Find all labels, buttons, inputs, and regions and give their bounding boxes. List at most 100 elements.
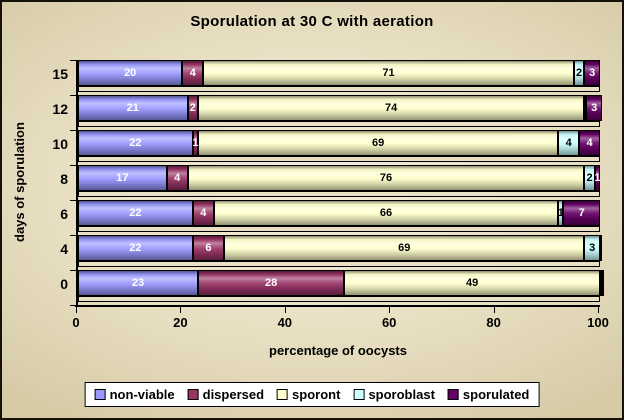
bar-segment-value: 69 [372,136,385,149]
bar-segment-value: 1 [594,171,601,184]
y-tick-label: 15 [52,66,68,82]
x-tick-label: 100 [587,315,609,330]
bar-segment-sporont: 49 [344,270,600,296]
y-tick-label: 4 [60,241,68,257]
bar-segment-sporoblast: 4 [558,130,580,156]
y-axis-tick [70,305,76,306]
legend-label: non-viable [109,387,175,402]
bar-platform [78,226,600,232]
bar-segment-sporont: 69 [224,235,585,261]
x-tick-label: 0 [72,315,80,330]
bar-segment-dispersed: 4 [192,200,214,226]
bar-platform [78,296,600,302]
legend: non-viable dispersed sporont sporoblast spor… [84,382,540,407]
bar-segment-sporulated: 1 [594,165,601,191]
bar-segment-sporoblast [599,270,602,296]
y-axis-tick [70,235,76,236]
x-axis-tick [493,307,495,313]
bar-segment-non-viable: 21 [78,95,188,121]
legend-item-sporoblast: sporoblast [353,387,435,402]
bar-segment-sporont: 71 [203,60,574,86]
bar-segment-value: 21 [126,101,139,114]
stacked-bar: 22 4 66 1 7 [78,200,600,226]
bar-platform [78,191,600,197]
bar-segment-value: 66 [379,206,393,219]
bar-segment-non-viable: 22 [78,235,193,261]
y-axis-line [76,60,78,307]
legend-swatch-icon [94,389,106,400]
x-tick-label: 20 [173,315,188,330]
legend-label: sporont [292,387,341,402]
legend-item-sporulated: sporulated [447,387,530,402]
y-axis-tick [70,270,76,271]
bar-segment-dispersed: 2 [187,95,199,121]
bar-segment-value: 2 [576,66,583,79]
bar-segment-non-viable: 23 [78,270,199,296]
stacked-bar: 22 6 69 3 [78,235,602,261]
bar-segment-value: 22 [129,241,142,254]
bar-segment-value: 3 [591,101,598,114]
x-axis-line [75,305,600,307]
bar-segment-value: 20 [124,66,137,79]
bar-segment-value: 6 [205,241,212,254]
y-axis-tick [70,200,76,201]
y-axis-tick [70,60,76,61]
x-tick-label: 80 [486,315,501,330]
x-axis-tick [180,307,182,313]
y-tick-label: 12 [52,101,68,117]
bar-segment-sporoblast: 1 [557,200,564,226]
bar-segment-value: 4 [174,171,181,184]
legend-swatch-icon [447,389,459,400]
bar-segment-value: 22 [129,136,142,149]
bar-segment-value: 71 [382,66,395,79]
bar-segment-non-viable: 22 [78,200,193,226]
legend-item-sporont: sporont [277,387,340,402]
bar-segment-dispersed: 4 [182,60,204,86]
bar-segment-value: 2 [586,171,593,184]
bar-segment-sporoblast: 2 [573,60,585,86]
bar-segment-sporulated: 7 [563,200,600,226]
bar-segment-sporulated [599,235,602,261]
bar-platform [78,261,600,267]
bar-segment-value: 17 [116,171,129,184]
bar-segment-value: 74 [385,101,398,114]
y-axis-label: days of sporulation [12,122,27,243]
legend-item-non-viable: non-viable [94,387,175,402]
bar-segment-sporoblast: 3 [584,235,600,261]
bar-segment-value: 1 [557,206,564,219]
bar-segment-value: 7 [578,206,585,219]
bar-segment-value: 76 [379,171,393,184]
y-tick-label: 0 [60,276,68,292]
x-axis-tick [284,307,286,313]
bar-segment-non-viable: 22 [78,130,193,156]
y-axis-tick [70,165,76,166]
legend-label: dispersed [202,387,265,402]
bar-segment-sporont: 69 [198,130,559,156]
stacked-bar: 21 2 74 3 [78,95,602,121]
bar-segment-sporulated: 3 [586,95,602,121]
bar-row: 23 28 49 [78,270,604,305]
legend-swatch-icon [187,389,199,400]
bar-segment-dispersed: 28 [198,270,345,296]
bar-segment-value: 3 [589,66,596,79]
bar-segment-value: 3 [589,241,596,254]
bar-segment-value: 4 [189,66,196,79]
legend-swatch-icon [353,389,365,400]
bar-segment-sporont: 66 [213,200,559,226]
legend-item-dispersed: dispersed [187,387,265,402]
y-axis-tick [70,130,76,131]
bar-segment-sporulated: 3 [584,60,600,86]
bar-platform [78,156,600,162]
bar-segment-value: 4 [200,206,207,219]
bar-segment-value: 22 [129,206,142,219]
legend-swatch-icon [277,389,289,400]
bar-segment-value: 4 [586,136,593,149]
bar-segment-value: 23 [131,276,145,289]
bar-segment-sporoblast: 2 [584,165,595,191]
bar-segment-value: 69 [398,241,411,254]
y-tick-label: 6 [60,206,68,222]
bar-segment-value: 49 [465,276,479,289]
legend-label: sporoblast [368,387,435,402]
legend-label: sporulated [462,387,530,402]
